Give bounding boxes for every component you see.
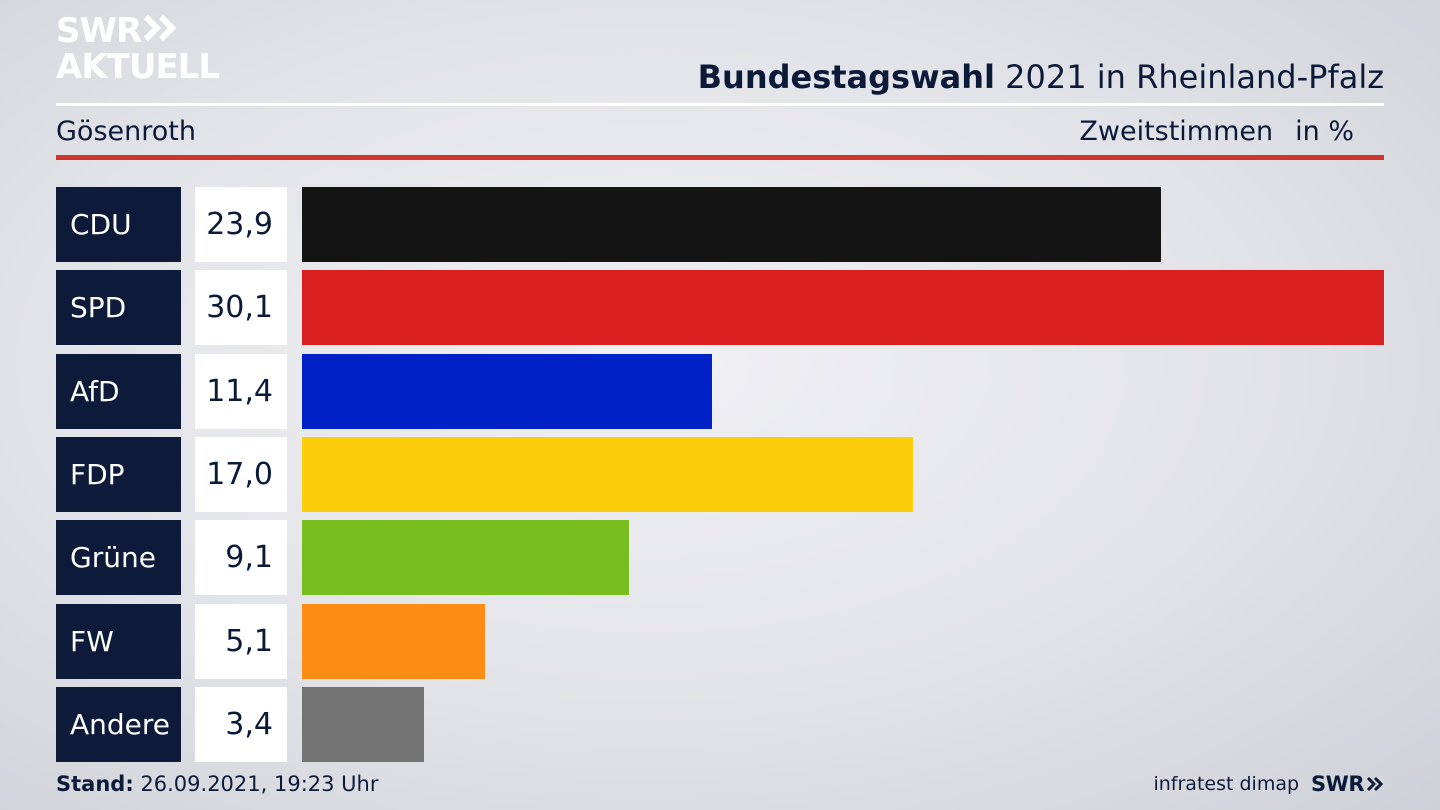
unit-label: in % [1295, 116, 1354, 147]
bar [302, 686, 424, 762]
swr-footer-text: SWR [1311, 772, 1364, 796]
party-label: AfD [56, 353, 181, 429]
party-label: FDP [56, 436, 181, 512]
logo-line-2: AKTUELL [56, 47, 220, 87]
stand-value: 26.09.2021, 19:23 Uhr [133, 772, 379, 796]
chart-subtitle: Zweitstimmen in % [1079, 116, 1354, 147]
swr-footer-logo: SWR [1311, 772, 1384, 796]
bar-row: AfD 11,4 [56, 353, 1384, 429]
bar [302, 270, 1384, 346]
party-label: SPD [56, 270, 181, 346]
region-name: Gösenroth [56, 116, 196, 147]
value-label: 9,1 [195, 520, 287, 596]
logo-line-1: SWR [56, 11, 142, 51]
header-divider [56, 103, 1384, 106]
chart-title: Bundestagswahl 2021 in Rheinland-Pfalz [698, 58, 1384, 96]
bar-row: CDU 23,9 [56, 187, 1384, 262]
bar-row: Andere 3,4 [56, 686, 1384, 762]
bar-row: FDP 17,0 [56, 436, 1384, 512]
value-label: 5,1 [195, 603, 287, 679]
value-label: 17,0 [195, 436, 287, 512]
bar [302, 520, 629, 596]
party-label: FW [56, 603, 181, 679]
bar [302, 603, 485, 679]
value-label: 23,9 [195, 187, 287, 262]
double-chevron-small-icon [1366, 776, 1384, 792]
bar [302, 187, 1161, 262]
source-label: infratest dimap [1153, 773, 1300, 795]
value-label: 11,4 [195, 353, 287, 429]
timestamp: Stand: 26.09.2021, 19:23 Uhr [56, 772, 379, 796]
party-label: CDU [56, 187, 181, 262]
title-rest: 2021 in Rheinland-Pfalz [995, 58, 1384, 96]
bar [302, 353, 712, 429]
bar-row: SPD 30,1 [56, 270, 1384, 346]
accent-divider [56, 155, 1384, 160]
double-chevron-icon [143, 14, 179, 48]
title-bold: Bundestagswahl [697, 58, 995, 96]
value-label: 30,1 [195, 270, 287, 346]
bar-row: Grüne 9,1 [56, 520, 1384, 596]
footer-credits: infratest dimap SWR [1153, 772, 1384, 796]
bar [302, 436, 913, 512]
party-label: Grüne [56, 520, 181, 596]
stand-label: Stand: [56, 772, 134, 796]
bar-row: FW 5,1 [56, 603, 1384, 679]
vote-type-label: Zweitstimmen [1079, 116, 1274, 147]
party-label: Andere [56, 686, 181, 762]
swr-aktuell-logo: SWR AKTUELL [56, 11, 220, 87]
value-label: 3,4 [195, 686, 287, 762]
